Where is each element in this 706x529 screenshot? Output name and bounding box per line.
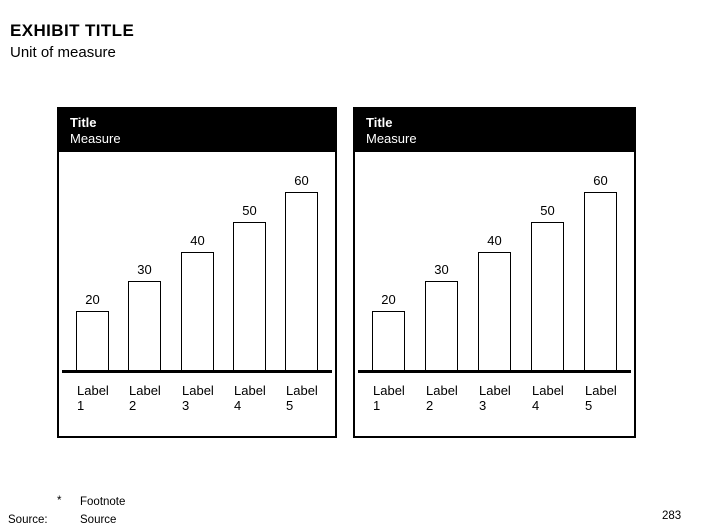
x-axis-line [358,370,631,373]
category-label: Label 5 [585,383,617,413]
chart-panel-left: Title Measure 20 Label 1 30 Label 2 40 Label 3 50… [57,107,337,438]
bar-value-label: 20 [85,292,100,307]
bar [181,252,214,370]
bar-value-label: 20 [381,292,396,307]
bar [425,281,458,370]
bar [531,222,564,370]
bar [478,252,511,370]
page-number: 283 [662,510,682,522]
bar [233,222,266,370]
chart-title: Title [366,115,393,130]
chart-plot-area: 20 Label 1 30 Label 2 40 Label 3 50 Label 4 60 Label 5 [59,152,335,436]
footnote-text: Footnote [80,496,126,508]
category-label: Label 4 [234,383,266,413]
footnote-marker: * [57,495,62,507]
bar-value-label: 40 [487,233,502,248]
chart-header: Title Measure [355,109,634,152]
exhibit-title: EXHIBIT TITLE [10,21,135,40]
chart-header: Title Measure [59,109,335,152]
source-text: Source [80,514,117,526]
bar-value-label: 60 [294,173,309,188]
unit-of-measure: Unit of measure [10,44,116,61]
bar-value-label: 50 [242,203,257,218]
bar [372,311,405,370]
category-label: Label 4 [532,383,564,413]
category-label: Label 3 [182,383,214,413]
bar-value-label: 40 [190,233,205,248]
category-label: Label 1 [77,383,109,413]
category-label: Label 2 [129,383,161,413]
bar-value-label: 50 [540,203,555,218]
bar-value-label: 30 [137,262,152,277]
category-label: Label 3 [479,383,511,413]
chart-panel-right: Title Measure 20 Label 1 30 Label 2 40 Label 3 50… [353,107,636,438]
category-label: Label 1 [373,383,405,413]
source-label: Source: [8,514,48,526]
bar [285,192,318,370]
chart-measure: Measure [70,131,121,146]
chart-plot-area: 20 Label 1 30 Label 2 40 Label 3 50 Label 4 60 Label 5 [355,152,634,436]
category-label: Label 5 [286,383,318,413]
bar-value-label: 60 [593,173,608,188]
bar-value-label: 30 [434,262,449,277]
category-label: Label 2 [426,383,458,413]
chart-measure: Measure [366,131,417,146]
bar [76,311,109,370]
bar [584,192,617,370]
bar [128,281,161,370]
x-axis-line [62,370,332,373]
chart-title: Title [70,115,97,130]
